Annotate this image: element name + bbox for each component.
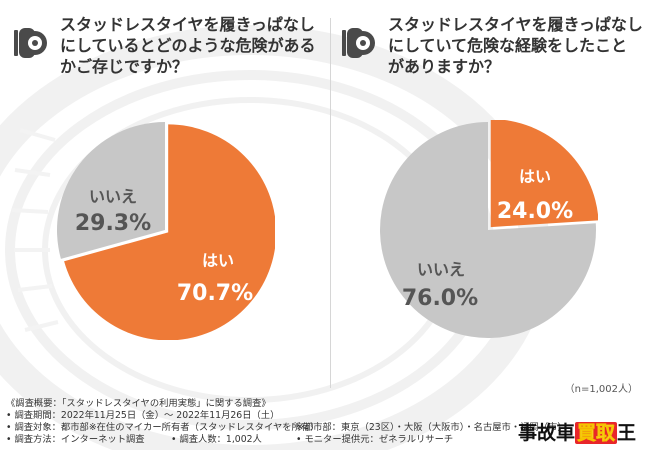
brand-logo: 事故車 買取王 <box>518 418 636 445</box>
survey-period: • 調査期間：2022年11月25日（金）～ 2022年11月26日（土） <box>6 410 280 421</box>
brand-logo-part3: 王 <box>616 422 636 444</box>
sample-size-note: （n=1,002人） <box>564 384 638 395</box>
pie1-slice-yes <box>64 124 275 340</box>
survey-respondents: • 調査人数：1,002人 <box>171 434 262 445</box>
pie-chart-1: いいえ 29.3% はい 70.7% <box>57 122 275 340</box>
pie2-value-yes: 24.0% <box>497 199 573 224</box>
question-1-title: スタッドレスタイヤを履きっぱなしにしているとどのような危険があるかご存じですか？ <box>60 15 316 76</box>
survey-cities: ※都市部：東京（23区）・大阪（大阪市）・名古屋市・福岡（市） <box>296 422 567 433</box>
tire-icon <box>342 28 375 58</box>
pie1-value-yes: 70.7% <box>177 281 253 306</box>
pie-chart-2: はい 24.0% いいえ 76.0% <box>380 120 598 338</box>
survey-footnote: 《調査概要：「スタッドレスタイヤの利用実態」に関する調査》 • 調査期間：202… <box>6 398 567 446</box>
pie2-value-no: 76.0% <box>402 286 478 311</box>
pie1-label-no: いいえ <box>89 187 137 206</box>
pie2-slice-yes <box>490 120 598 228</box>
brand-logo-part2: 買取 <box>574 422 617 444</box>
pie1-label-yes: はい <box>202 251 234 270</box>
column-divider <box>330 18 331 388</box>
question-2-title: スタッドレスタイヤを履きっぱなしにしていて危険な経験をしたことがありますか？ <box>388 15 643 76</box>
survey-method: • 調査方法：インターネット調査 <box>6 434 145 445</box>
pie2-slice-no <box>380 122 596 338</box>
survey-provider: • モニター提供元：ゼネラルリサーチ <box>296 434 454 445</box>
pie2-label-no: いいえ <box>417 260 465 279</box>
brand-logo-part1: 事故車 <box>517 422 575 444</box>
survey-overview: 《調査概要：「スタッドレスタイヤの利用実態」に関する調査》 <box>6 398 271 409</box>
pie1-slice-no <box>57 122 165 259</box>
pie1-value-no: 29.3% <box>75 211 151 236</box>
pie2-label-yes: はい <box>519 167 551 186</box>
tire-icon <box>14 28 47 58</box>
survey-target: • 調査対象：都市部※在住のマイカー所有者（スタッドレスタイヤを所有） <box>6 422 320 433</box>
